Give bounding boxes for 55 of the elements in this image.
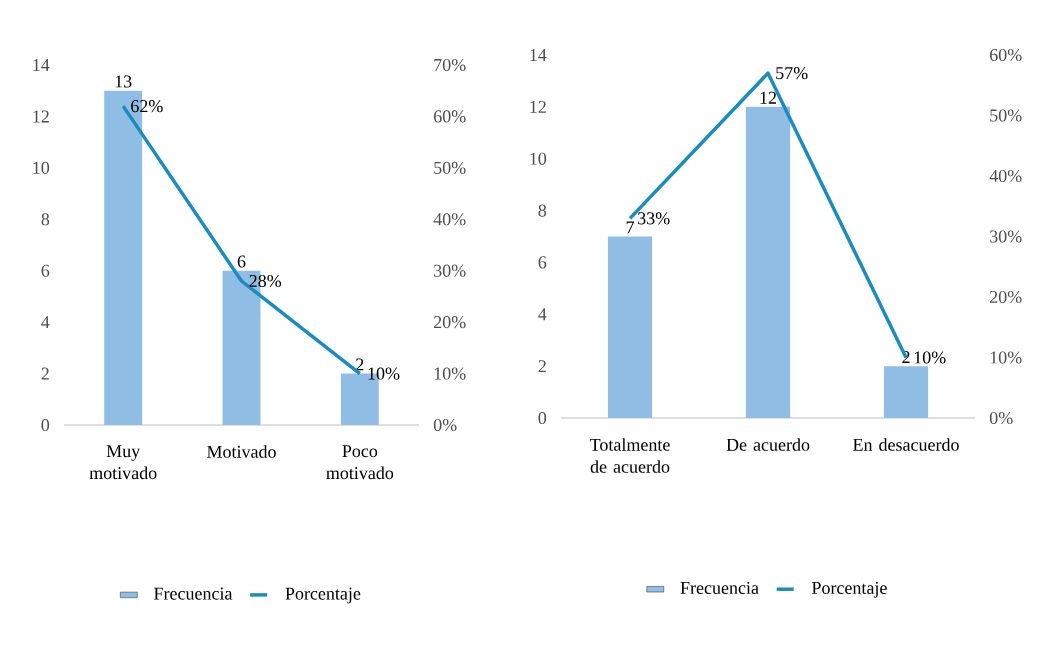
y-tick-label: 0 [41, 418, 50, 432]
y2-tick-label: 50% [434, 161, 466, 174]
y-tick-label: 10 [33, 161, 50, 174]
y-tick-label: 6 [538, 256, 547, 269]
x-tick-label: De acuerdo [726, 438, 810, 451]
data-label: 7 [626, 221, 634, 234]
data-label: 57% [776, 67, 808, 80]
y-tick-label: 6 [41, 264, 50, 277]
x-tick-label: Poco motivado [326, 445, 394, 480]
y-tick-label: 8 [41, 213, 50, 226]
y2-tick-label: 50% [990, 109, 1022, 122]
data-label: 12 [760, 91, 777, 104]
y2-tick-label: 40% [433, 213, 466, 226]
y2-tick-label: 30% [434, 264, 466, 277]
y-tick-label: 12 [33, 110, 49, 123]
data-label: 10% [368, 367, 400, 380]
y-tick-label: 2 [538, 360, 546, 373]
y2-tick-label: 60% [433, 110, 466, 123]
y2-tick-label: 10% [434, 367, 466, 380]
bar [745, 106, 791, 418]
y2-tick-label: 40% [989, 169, 1022, 183]
y-tick-label: 14 [33, 59, 50, 71]
y2-tick-label: 0% [433, 418, 457, 432]
y-tick-label: 0 [538, 411, 547, 425]
data-label: 6 [237, 255, 246, 268]
y-tick-label: 2 [41, 367, 49, 380]
y-tick-label: 10 [530, 152, 547, 165]
data-label: 13 [115, 75, 132, 88]
data-label: 33% [638, 212, 670, 225]
bar [883, 366, 929, 418]
x-tick-label: En desacuerdo [853, 438, 959, 451]
y2-tick-label: 20% [434, 316, 466, 329]
data-label: 28% [249, 274, 282, 288]
legend-label: Frecuencia [680, 581, 759, 594]
y-tick-label: 8 [538, 204, 547, 217]
y2-tick-label: 60% [989, 48, 1022, 62]
y-tick-label: 12 [530, 100, 546, 113]
legend-label: Frecuencia [154, 587, 233, 600]
bar [607, 236, 653, 418]
data-label: 62% [131, 100, 163, 113]
x-tick-label: Totalmente de acuerdo [589, 438, 670, 473]
x-tick-label: Motivado [207, 445, 276, 458]
y2-tick-label: 0% [989, 411, 1013, 425]
y2-tick-label: 30% [990, 230, 1022, 243]
y2-tick-label: 10% [990, 351, 1022, 364]
y-tick-label: 4 [41, 316, 50, 329]
y-tick-label: 14 [530, 49, 547, 61]
data-label: 2 [356, 358, 364, 371]
y-tick-label: 4 [538, 308, 547, 321]
x-tick-label: Muy motivado [89, 445, 157, 480]
legend-label: Porcentaje [285, 587, 361, 604]
y2-tick-label: 70% [434, 58, 466, 72]
y2-tick-label: 20% [990, 290, 1022, 304]
data-label: 10% [914, 351, 946, 364]
legend-label: Porcentaje [811, 581, 887, 598]
